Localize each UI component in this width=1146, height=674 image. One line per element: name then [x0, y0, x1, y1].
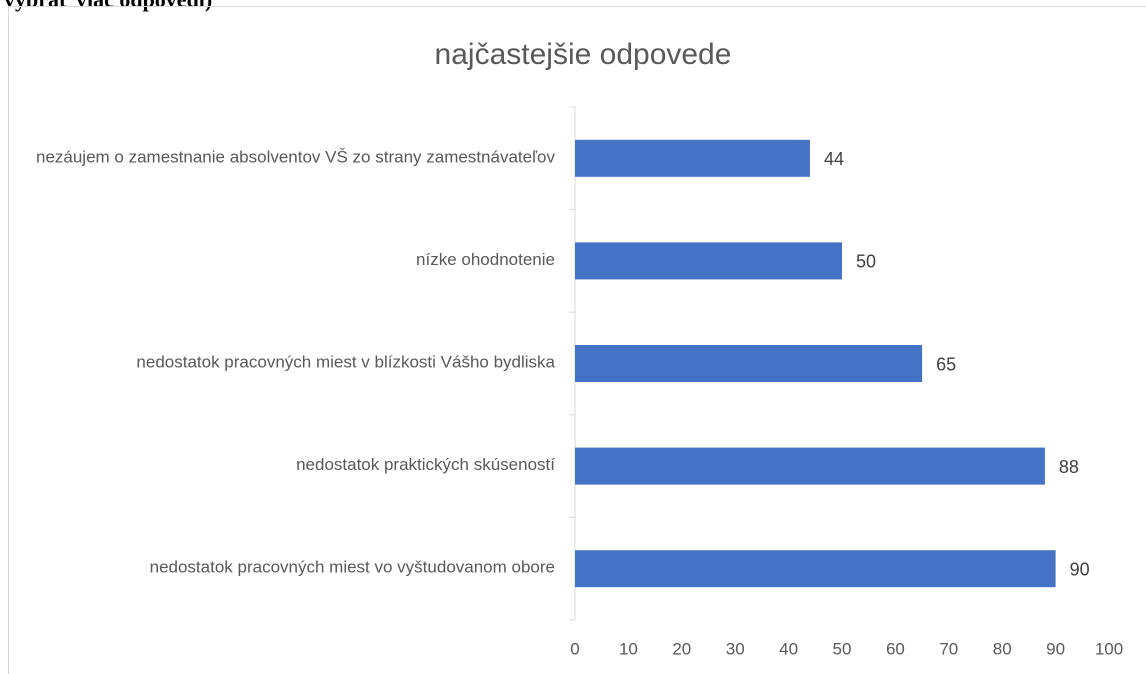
- chart-frame: [8, 6, 1146, 674]
- x-tick-label: 40: [779, 639, 798, 658]
- x-tick-label: 30: [726, 639, 745, 658]
- label-line: nedostatok praktických skúseností: [296, 456, 555, 475]
- x-tick-label: 20: [672, 639, 691, 658]
- data-label: 88: [1059, 457, 1079, 477]
- y-tick-label: nezáujem o zamestnanie absolventov VŠ zo…: [36, 148, 556, 167]
- data-label: 44: [824, 149, 844, 169]
- bar: [575, 345, 923, 382]
- x-tick-label: 60: [886, 639, 905, 658]
- data-label: 50: [856, 252, 876, 272]
- x-tick-label: 100: [1095, 639, 1123, 658]
- x-tick-label: 70: [939, 639, 958, 658]
- y-tick-label: nízke ohodnotenie: [416, 250, 555, 269]
- bar: [575, 550, 1056, 588]
- data-label: 90: [1070, 559, 1090, 579]
- x-tick-label: 10: [619, 639, 638, 658]
- x-tick-label: 50: [833, 639, 852, 658]
- chart-title: najčastejšie odpovede: [435, 38, 732, 71]
- label-line: nedostatok pracovných miest vo vyštudova…: [150, 558, 555, 577]
- label-line: nízke ohodnotenie: [416, 250, 555, 269]
- x-tick-label: 0: [570, 639, 579, 658]
- bar: [575, 447, 1045, 485]
- bar: [575, 139, 810, 177]
- y-tick-label: nedostatok pracovných miest vo vyštudova…: [150, 558, 555, 577]
- x-tick-label: 80: [993, 639, 1012, 658]
- data-label: 65: [936, 354, 956, 374]
- x-tick-label: 90: [1046, 639, 1065, 658]
- y-tick-label: nedostatok praktických skúseností: [296, 456, 555, 475]
- bar: [575, 242, 842, 280]
- y-tick-label: nedostatok pracovných miest v blízkosti …: [136, 353, 555, 372]
- label-line: nedostatok pracovných miest v blízkosti …: [136, 353, 555, 372]
- label-line: nezáujem o zamestnanie absolventov VŠ zo…: [36, 148, 556, 167]
